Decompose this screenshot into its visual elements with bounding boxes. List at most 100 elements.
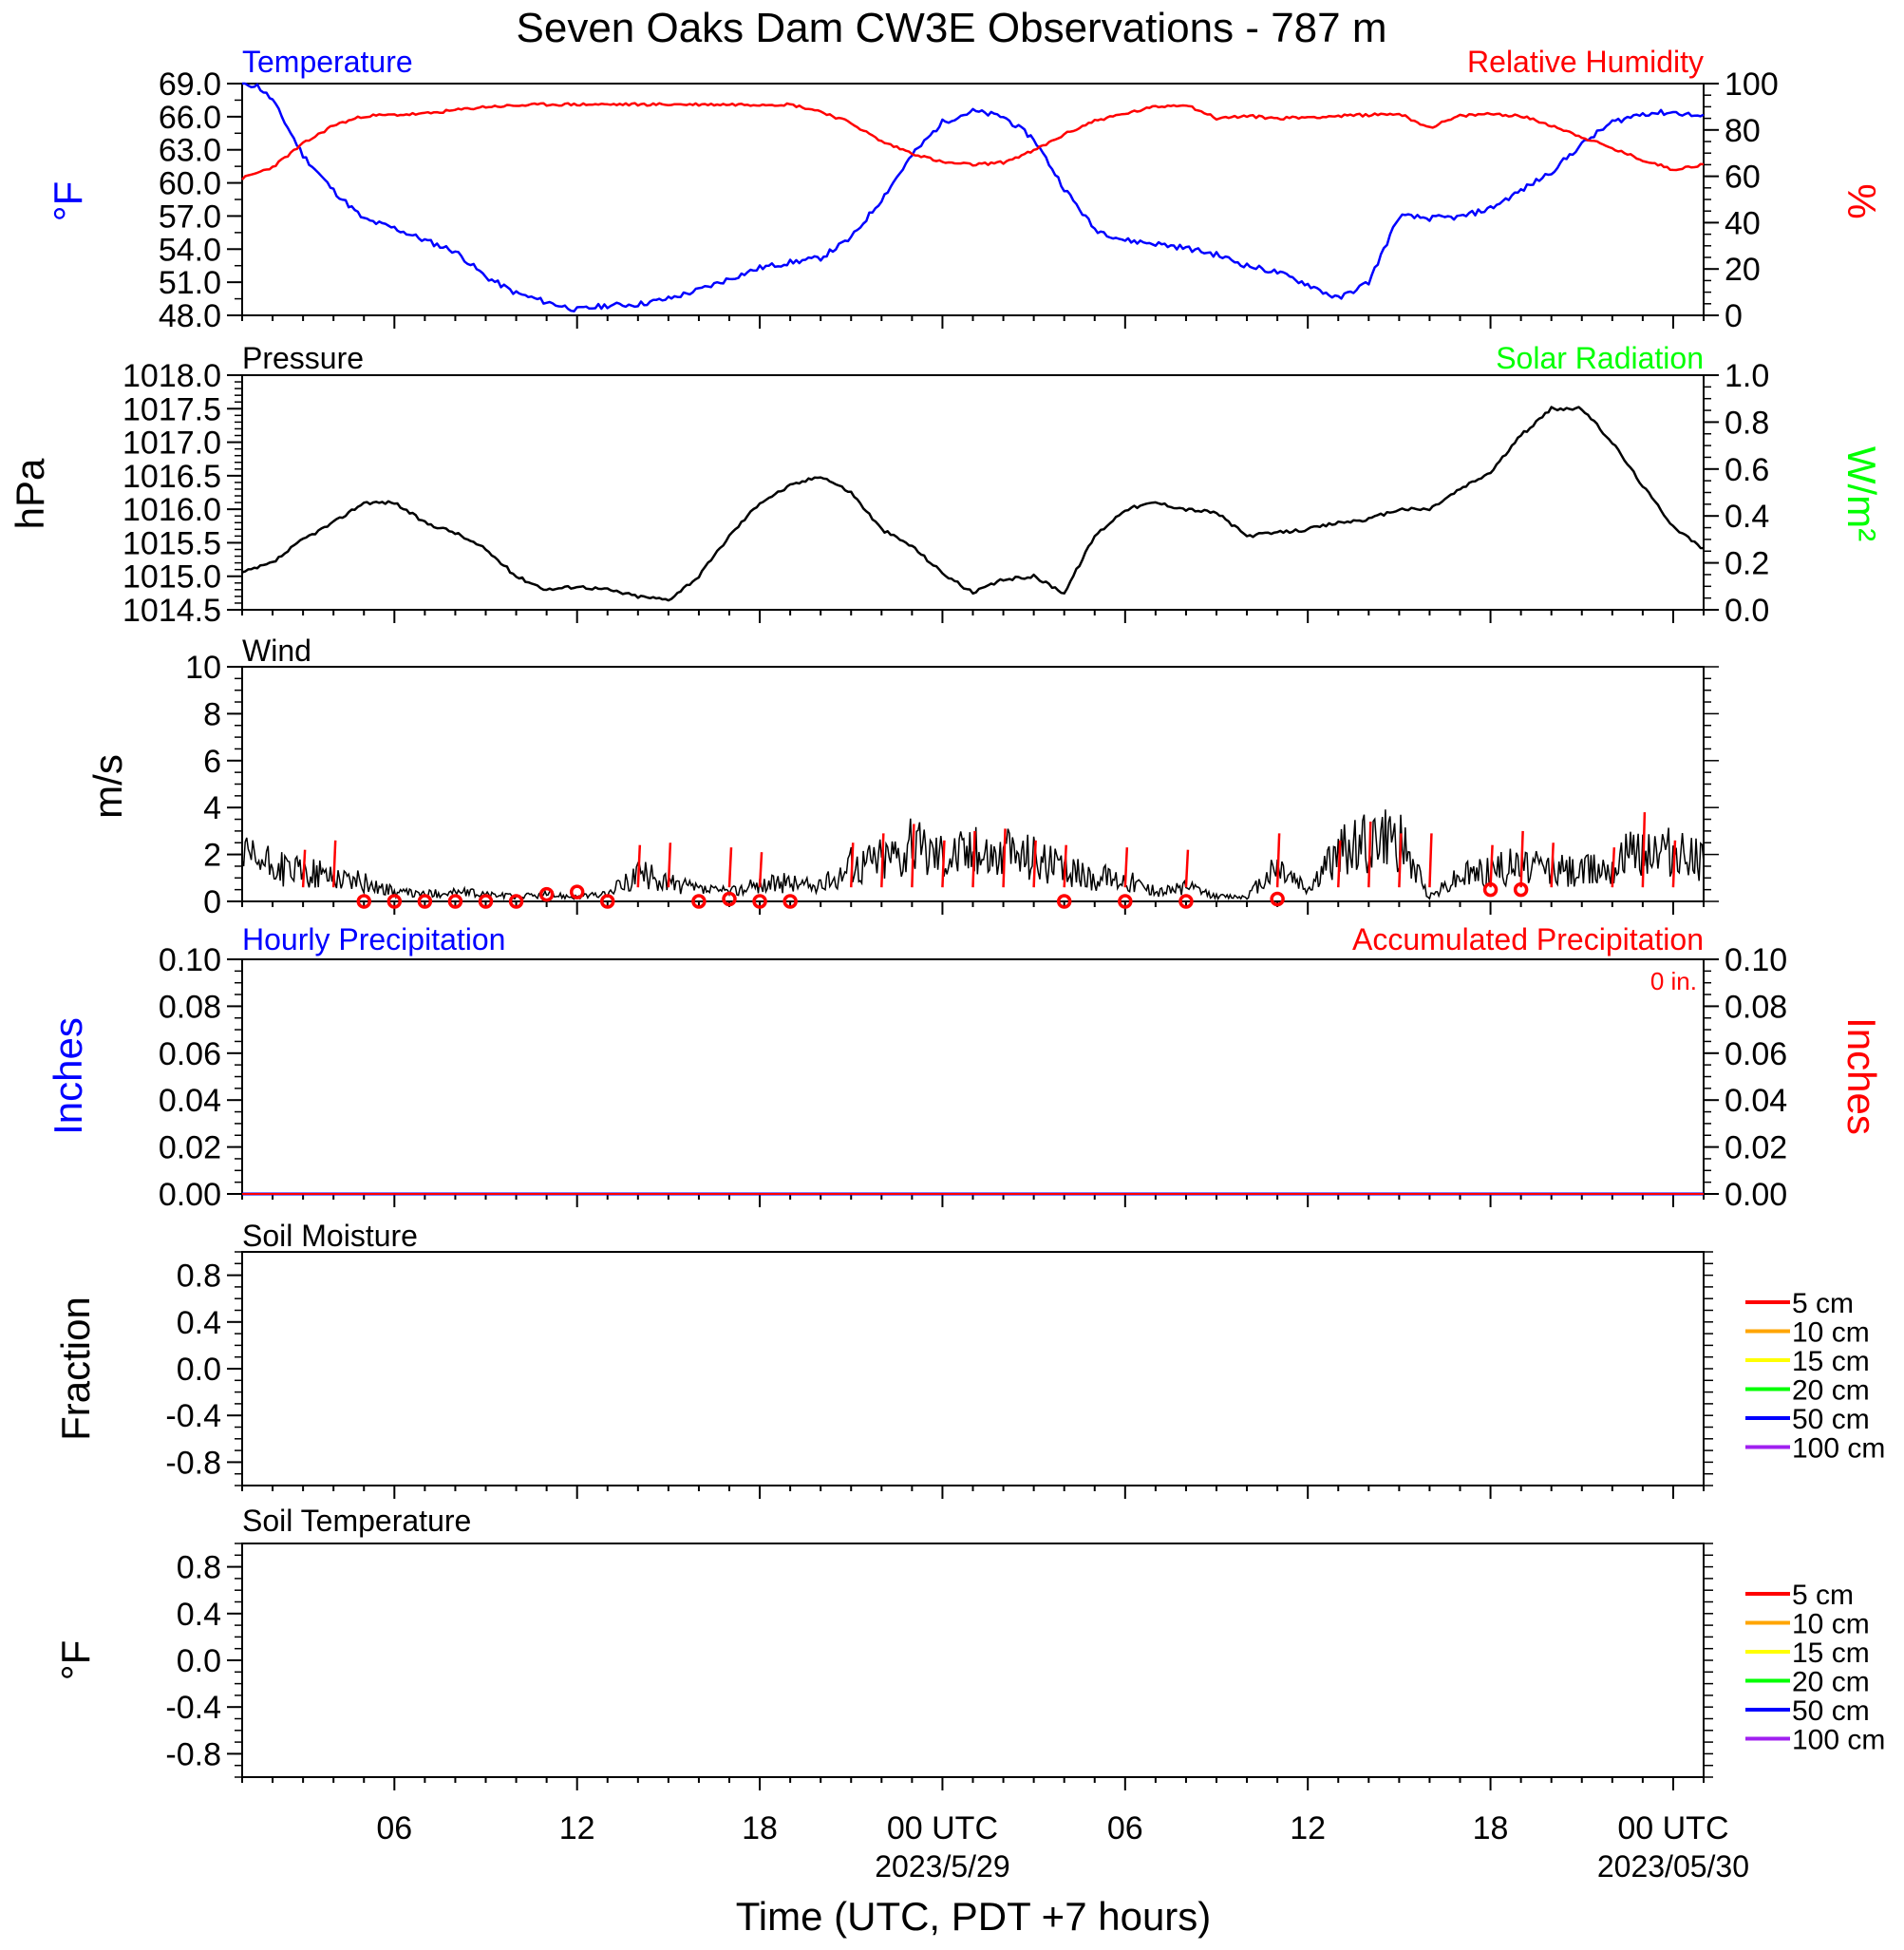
legend-label: 10 cm	[1792, 1317, 1870, 1349]
wind-barb	[667, 842, 672, 888]
y-tick-label: 0.08	[1725, 989, 1787, 1025]
wind-unit-left: m/s	[85, 754, 130, 819]
y-tick-label: 0.02	[159, 1130, 221, 1166]
temp-title: Temperature	[242, 45, 413, 79]
calm-wind-marker	[1056, 894, 1072, 909]
precip-unit-right: Inches	[1839, 1017, 1884, 1135]
y-tick-label: 0.10	[159, 942, 221, 978]
y-tick-label: 6	[203, 744, 221, 780]
calm-wind-marker	[417, 894, 433, 909]
x-tick-label: 06	[376, 1810, 412, 1846]
calm-wind-marker	[508, 894, 524, 909]
y-tick-label: 1017.5	[123, 391, 221, 427]
figure-title: Seven Oaks Dam CW3E Observations - 787 m	[517, 5, 1387, 51]
wind-barb	[1337, 840, 1342, 888]
temp-unit-right: %	[1839, 183, 1884, 218]
wind-barb	[1550, 842, 1555, 888]
y-tick-label: 60.0	[159, 166, 221, 202]
y-tick-label: 0.4	[177, 1305, 221, 1341]
wind-barb	[941, 840, 946, 888]
y-tick-label: 57.0	[159, 199, 221, 235]
y-tick-label: 2	[203, 838, 221, 874]
calm-wind-marker	[386, 894, 403, 909]
humidity-line	[241, 102, 1705, 180]
soilm-panel-frame	[241, 1251, 1705, 1486]
wind-barb	[1519, 830, 1524, 888]
y-tick-label: 1016.0	[123, 492, 221, 528]
pres-unit-left: hPa	[8, 458, 52, 529]
y-tick-label: 0.8	[177, 1259, 221, 1295]
y-tick-label: 0.10	[1725, 942, 1787, 978]
y-tick-label: 66.0	[159, 100, 221, 136]
legend-label: 15 cm	[1792, 1638, 1870, 1669]
y-tick-label: 10	[185, 650, 221, 686]
temperature-line	[242, 82, 1705, 312]
y-tick-label: 0.04	[159, 1083, 221, 1119]
calm-wind-marker	[1513, 881, 1529, 898]
wind-barb	[1367, 821, 1372, 888]
y-tick-label: 1015.5	[123, 525, 221, 561]
soilm-title: Soil Moisture	[242, 1219, 418, 1253]
calm-wind-marker	[478, 894, 494, 909]
soilm-unit-left: Fraction	[53, 1297, 98, 1441]
y-tick-label: 0.02	[1725, 1130, 1787, 1166]
x-tick-label: 12	[559, 1810, 595, 1846]
y-tick-label: 4	[203, 790, 221, 826]
legend-label: 50 cm	[1792, 1404, 1870, 1435]
y-tick-label: 8	[203, 696, 221, 732]
y-tick-label: 0.6	[1725, 452, 1769, 488]
rh-title: Relative Humidity	[1467, 45, 1704, 79]
y-tick-label: 0.08	[159, 989, 221, 1025]
x-date-label: 2023/05/30	[1597, 1849, 1749, 1884]
legend-label: 20 cm	[1792, 1667, 1870, 1698]
y-tick-label: 0.4	[177, 1597, 221, 1633]
wind-barb	[1611, 847, 1616, 888]
y-tick-label: 1.0	[1725, 358, 1769, 394]
calm-wind-marker	[782, 894, 798, 909]
y-tick-label: 1017.0	[123, 426, 221, 462]
wind-barb	[301, 849, 307, 888]
y-tick-label: 0.8	[1725, 405, 1769, 441]
tick-marks	[227, 83, 1719, 1790]
wind-barb	[636, 844, 642, 888]
y-tick-label: 0.4	[1725, 499, 1769, 535]
legend-label: 100 cm	[1792, 1433, 1885, 1465]
calm-wind-marker	[356, 894, 371, 909]
calm-wind-marker	[1178, 894, 1194, 909]
pres-unit-right: W/m²	[1839, 446, 1884, 541]
soilt-panel-frame	[241, 1543, 1705, 1778]
soilt-unit-left: °F	[53, 1640, 98, 1680]
y-tick-label: 0	[203, 884, 221, 920]
y-tick-label: 0.06	[1725, 1036, 1787, 1072]
wind-barb	[1123, 847, 1129, 888]
legend-label: 5 cm	[1792, 1288, 1854, 1319]
y-tick-label: 0.00	[1725, 1177, 1787, 1213]
precip-panel-frame	[241, 958, 1705, 1195]
legend-label: 100 cm	[1792, 1725, 1885, 1756]
y-tick-label: 40	[1725, 205, 1761, 241]
wind-barb	[758, 852, 763, 888]
pres-panel-frame	[241, 374, 1705, 611]
y-tick-label: 100	[1725, 66, 1779, 103]
calm-wind-marker	[447, 894, 463, 909]
x-date-label: 2023/5/29	[875, 1849, 1009, 1884]
soilt-title: Soil Temperature	[242, 1504, 471, 1538]
wind-barb	[1641, 812, 1647, 888]
calm-wind-marker	[1482, 881, 1499, 898]
wind-barb	[911, 824, 915, 888]
x-tick-label: 12	[1290, 1810, 1326, 1846]
y-tick-label: 1014.5	[123, 593, 221, 629]
calm-wind-marker	[752, 894, 767, 909]
wind-barb	[1671, 840, 1677, 888]
y-tick-label: 1016.5	[123, 459, 221, 495]
wind-barb	[850, 842, 855, 888]
y-tick-label: -0.8	[165, 1445, 221, 1481]
wind-barb	[971, 830, 976, 888]
legend-label: 50 cm	[1792, 1695, 1870, 1727]
y-tick-label: -0.8	[165, 1736, 221, 1772]
calm-wind-marker	[600, 894, 615, 909]
y-tick-label: 63.0	[159, 133, 221, 169]
